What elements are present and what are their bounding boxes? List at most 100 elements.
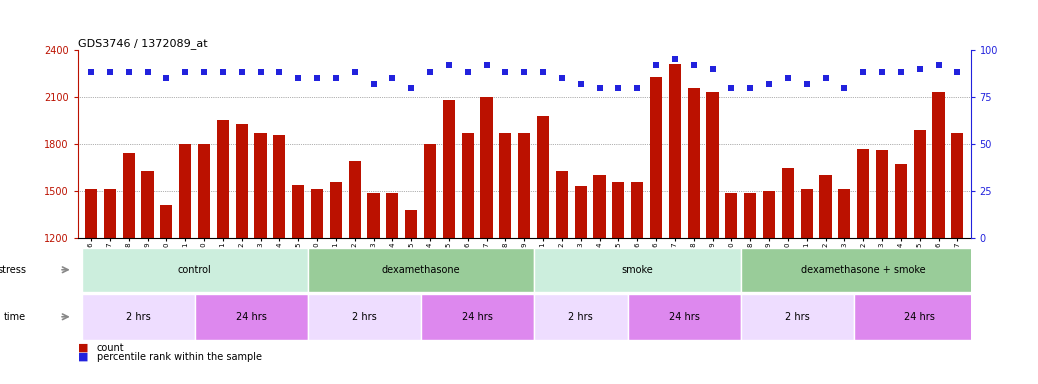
Text: 24 hrs: 24 hrs [904,312,935,322]
Text: dexamethasone: dexamethasone [381,265,460,275]
Bar [782,167,794,238]
Bar [330,182,342,238]
Point [102,70,118,76]
Text: stress: stress [0,265,26,275]
Point [553,75,570,81]
Bar [876,150,889,238]
Point [911,66,928,72]
Text: 24 hrs: 24 hrs [462,312,493,322]
Point [271,70,288,76]
Bar [367,193,380,238]
Bar [687,88,700,238]
Text: GDS3746 / 1372089_at: GDS3746 / 1372089_at [78,38,208,49]
Point [572,81,589,87]
Bar [349,161,361,238]
Point [723,84,740,91]
Bar [895,164,907,238]
Point [629,84,646,91]
Point [949,70,965,76]
Point [234,70,250,76]
Bar [534,248,741,292]
Point [215,70,231,76]
Bar [951,133,963,238]
Point [817,75,834,81]
Bar [82,248,307,292]
Point [930,62,947,68]
Point [120,70,137,76]
Point [252,70,269,76]
Bar [386,193,399,238]
Point [421,70,438,76]
Point [440,62,457,68]
Point [704,66,720,72]
Bar [104,189,116,238]
Bar [236,124,248,238]
Bar [575,186,586,238]
Point [497,70,514,76]
Point [685,62,702,68]
Bar [741,294,854,340]
Bar [122,153,135,238]
Bar [741,248,986,292]
Point [780,75,796,81]
Point [592,84,608,91]
Point [290,75,306,81]
Bar [518,133,530,238]
Text: smoke: smoke [622,265,653,275]
Point [610,84,627,91]
Bar [839,189,850,238]
Point [666,56,683,63]
Point [384,75,401,81]
Bar [668,64,681,238]
Point [139,70,156,76]
Text: percentile rank within the sample: percentile rank within the sample [97,352,262,362]
Bar [307,294,420,340]
Bar [273,135,285,238]
Point [648,62,664,68]
Text: 2 hrs: 2 hrs [352,312,377,322]
Point [328,75,345,81]
Bar [217,121,229,238]
Bar [160,205,172,238]
Text: 2 hrs: 2 hrs [569,312,593,322]
Text: control: control [177,265,212,275]
Point [176,70,193,76]
Bar [726,193,737,238]
Bar [628,294,741,340]
Bar [424,144,436,238]
Bar [292,185,304,238]
Bar [854,294,986,340]
Bar [631,182,644,238]
Point [460,70,476,76]
Bar [537,116,549,238]
Point [798,81,815,87]
Bar [85,189,98,238]
Point [761,81,777,87]
Bar [420,294,534,340]
Bar [82,294,194,340]
Point [836,84,852,91]
Text: ■: ■ [78,352,88,362]
Text: ■: ■ [78,343,88,353]
Point [535,70,551,76]
Text: time: time [4,312,26,322]
Point [308,75,325,81]
Bar [857,149,869,238]
Bar [744,193,757,238]
Bar [534,294,628,340]
Bar [555,170,568,238]
Point [874,70,891,76]
Bar [594,175,605,238]
Bar [481,97,493,238]
Point [196,70,213,76]
Bar [307,248,534,292]
Point [516,70,532,76]
Bar [254,133,267,238]
Text: 24 hrs: 24 hrs [668,312,700,322]
Point [855,70,872,76]
Point [83,70,100,76]
Bar [499,133,512,238]
Point [479,62,495,68]
Point [347,70,363,76]
Text: 2 hrs: 2 hrs [785,312,810,322]
